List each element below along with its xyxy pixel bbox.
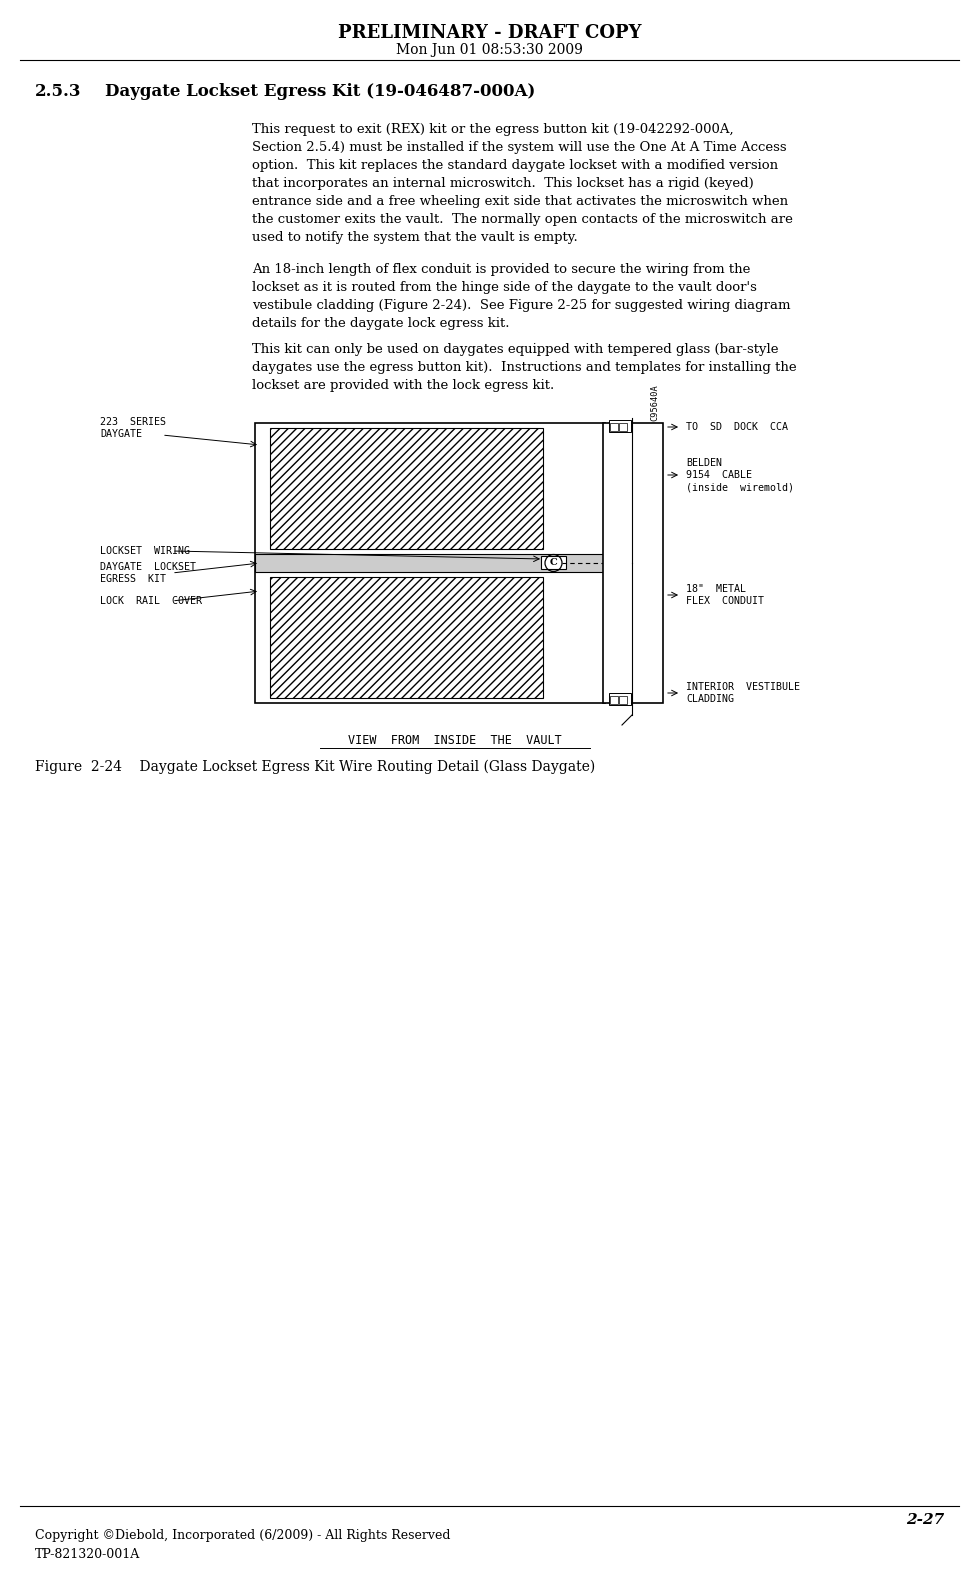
Text: 2-27: 2-27 (905, 1513, 943, 1528)
Text: An 18-inch length of flex conduit is provided to secure the wiring from the
lock: An 18-inch length of flex conduit is pro… (251, 264, 789, 330)
Text: LOCKSET  WIRING: LOCKSET WIRING (100, 546, 190, 555)
Text: This kit can only be used on daygates equipped with tempered glass (bar-style
da: This kit can only be used on daygates eq… (251, 342, 796, 391)
Bar (608, 420, 631, 432)
Text: Copyright ©Diebold, Incorporated (6/2009) - All Rights Reserved: Copyright ©Diebold, Incorporated (6/2009… (35, 1529, 450, 1543)
Text: Mon Jun 01 08:53:30 2009: Mon Jun 01 08:53:30 2009 (396, 43, 582, 57)
Text: LOCK  RAIL  COVER: LOCK RAIL COVER (100, 596, 201, 606)
Bar (602, 423, 662, 704)
Text: 18"  METAL
FLEX  CONDUIT: 18" METAL FLEX CONDUIT (686, 584, 763, 606)
Bar (609, 423, 617, 431)
Bar (619, 696, 627, 704)
Bar (609, 696, 617, 704)
Text: TO  SD  DOCK  CCA: TO SD DOCK CCA (686, 421, 787, 432)
Bar (608, 693, 631, 705)
Bar (270, 428, 543, 549)
Text: Daygate Lockset Egress Kit (19-046487-000A): Daygate Lockset Egress Kit (19-046487-00… (105, 84, 535, 99)
Text: PRELIMINARY - DRAFT COPY: PRELIMINARY - DRAFT COPY (337, 24, 641, 43)
Text: Figure  2-24    Daygate Lockset Egress Kit Wire Routing Detail (Glass Daygate): Figure 2-24 Daygate Lockset Egress Kit W… (35, 761, 595, 775)
Text: C95640A: C95640A (649, 385, 659, 421)
Text: C: C (549, 559, 556, 568)
Bar (541, 557, 565, 570)
Text: DAYGATE  LOCKSET
EGRESS  KIT: DAYGATE LOCKSET EGRESS KIT (100, 562, 196, 584)
Bar (254, 554, 606, 571)
Text: INTERIOR  VESTIBULE
CLADDING: INTERIOR VESTIBULE CLADDING (686, 682, 799, 704)
Bar (270, 578, 543, 697)
Text: 2.5.3: 2.5.3 (35, 84, 81, 99)
Text: TP-821320-001A: TP-821320-001A (35, 1548, 140, 1561)
Text: BELDEN
9154  CABLE
(inside  wiremold): BELDEN 9154 CABLE (inside wiremold) (686, 458, 793, 492)
Text: This request to exit (REX) kit or the egress button kit (19-042292-000A,
Section: This request to exit (REX) kit or the eg… (251, 123, 792, 245)
Text: VIEW  FROM  INSIDE  THE  VAULT: VIEW FROM INSIDE THE VAULT (348, 734, 561, 748)
Text: 223  SERIES
DAYGATE: 223 SERIES DAYGATE (100, 417, 166, 439)
Bar (254, 423, 604, 704)
Bar (619, 423, 627, 431)
